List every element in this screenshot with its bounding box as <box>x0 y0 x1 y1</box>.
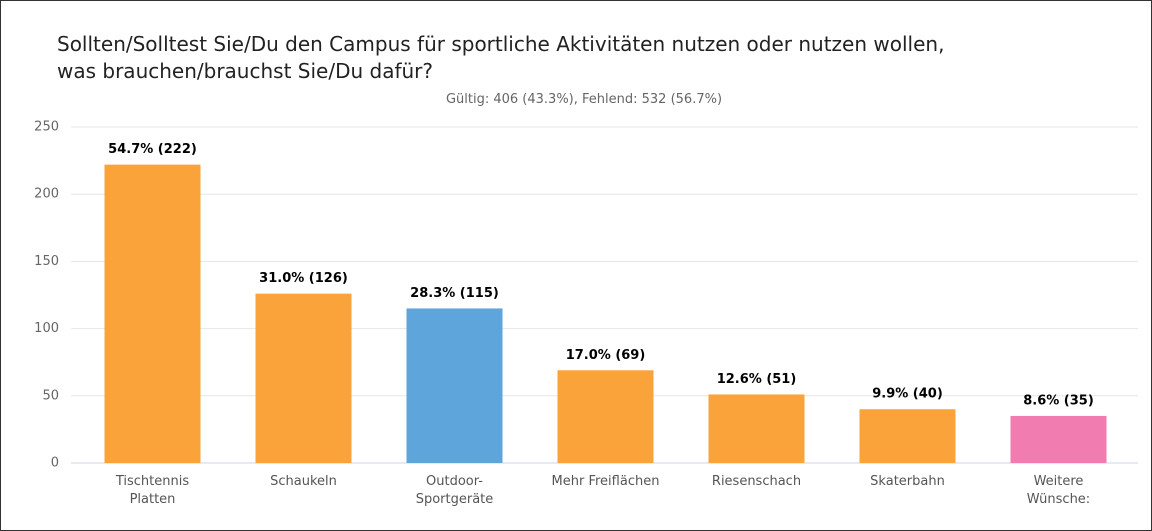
bar <box>104 164 201 463</box>
data-label: 12.6% (51) <box>717 372 797 387</box>
x-tick-label: Mehr Freiflächen <box>551 474 660 489</box>
y-tick-label: 0 <box>51 456 59 471</box>
y-tick-label: 200 <box>34 187 59 202</box>
data-label: 9.9% (40) <box>872 387 943 402</box>
chart-title: Sollten/Solltest Sie/Du den Campus für s… <box>57 32 945 83</box>
y-tick-label: 100 <box>34 321 59 336</box>
x-tick-label: Outdoor- Sportgeräte <box>415 474 494 507</box>
data-label: 17.0% (69) <box>566 348 646 363</box>
y-tick-label: 50 <box>42 388 59 403</box>
x-tick-label: Weitere Wünsche: <box>1026 474 1091 507</box>
data-label: 54.7% (222) <box>108 142 197 157</box>
bar <box>859 409 956 463</box>
bar <box>557 370 654 463</box>
y-tick-label: 250 <box>34 120 59 135</box>
data-label: 8.6% (35) <box>1023 393 1094 408</box>
x-tick-label: Skaterbahn <box>870 474 945 489</box>
x-tick-label: Schaukeln <box>270 474 337 489</box>
bar <box>255 293 352 463</box>
bar <box>406 308 503 463</box>
x-tick-label: Riesenschach <box>711 474 802 489</box>
chart-subtitle: Gültig: 406 (43.3%), Fehlend: 532 (56.7%… <box>445 92 723 107</box>
y-tick-label: 150 <box>34 254 59 269</box>
data-label: 31.0% (126) <box>259 271 348 286</box>
data-label: 28.3% (115) <box>410 286 499 301</box>
bar <box>1010 415 1107 463</box>
bar <box>708 394 805 463</box>
x-tick-label: Tischtennis Platten <box>115 474 190 507</box>
